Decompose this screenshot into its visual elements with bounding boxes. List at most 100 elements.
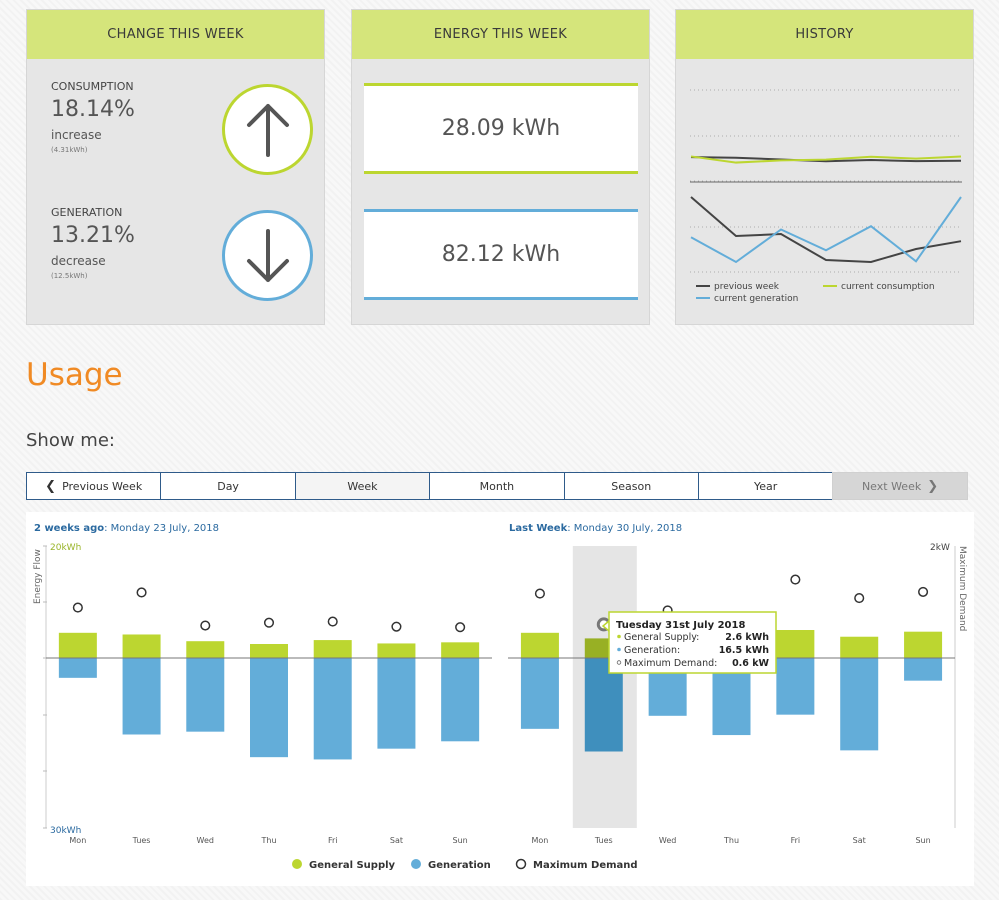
usage-legend: General Supply Generation Maximum Demand xyxy=(292,858,638,871)
x-tick-label: Tues xyxy=(132,836,151,845)
group1-colon: : xyxy=(104,523,111,534)
bar-generation[interactable] xyxy=(520,658,559,729)
chevron-right-icon: ❯ xyxy=(927,478,939,494)
bar-general-supply[interactable] xyxy=(377,643,416,658)
generation-direction: decrease xyxy=(51,254,106,268)
period-tabs: ❮ Previous Week Day Week Month Season Ye… xyxy=(26,472,974,500)
y-left-axis-title: Energy Flow xyxy=(33,549,43,604)
point-max-demand[interactable] xyxy=(854,593,865,604)
tab-day[interactable]: Day xyxy=(160,472,296,500)
point-max-demand[interactable] xyxy=(200,620,211,631)
usage-chart-panel: 2 weeks ago: Monday 23 July, 2018 Last W… xyxy=(26,512,974,886)
show-me-label: Show me: xyxy=(26,430,115,451)
bar-generation[interactable] xyxy=(441,658,480,742)
group2-colon: : xyxy=(567,523,574,534)
previous-week-button[interactable]: ❮ Previous Week xyxy=(26,472,162,500)
legend-generation-label: current generation xyxy=(714,294,798,304)
point-max-demand[interactable] xyxy=(263,617,275,628)
previous-week-label: Previous Week xyxy=(62,479,143,493)
bar-general-supply[interactable] xyxy=(441,642,480,658)
point-max-demand[interactable] xyxy=(72,602,83,613)
x-tick-label: Mon xyxy=(69,836,86,845)
bar-general-supply[interactable] xyxy=(904,631,943,658)
tooltip-title: Tuesday 31st July 2018 xyxy=(616,620,745,631)
tooltip-generation-value: 16.5 kWh xyxy=(719,645,770,656)
energy-card-title: ENERGY THIS WEEK xyxy=(352,10,649,59)
x-tick-label: Wed xyxy=(659,836,676,845)
tooltip-demand-label: Maximum Demand: xyxy=(624,658,717,669)
tab-month[interactable]: Month xyxy=(429,472,565,500)
bar-general-supply[interactable] xyxy=(186,641,225,658)
point-max-demand[interactable] xyxy=(391,621,402,632)
point-max-demand[interactable] xyxy=(918,586,929,597)
history-card: HISTORY previous week current consumptio… xyxy=(675,9,974,325)
legend-consumption-label: current consumption xyxy=(841,282,935,292)
generation-percent: 13.21% xyxy=(51,223,135,248)
consumption-percent: 18.14% xyxy=(51,97,135,122)
point-max-demand[interactable] xyxy=(136,587,147,598)
consumption-detail: (4.31kWh) xyxy=(51,146,88,154)
history-current-generation-line xyxy=(690,196,962,264)
bar-general-supply[interactable] xyxy=(250,644,288,658)
bar-generation[interactable] xyxy=(58,658,97,678)
legend-generation-label-main: Generation xyxy=(428,860,491,871)
tab-season[interactable]: Season xyxy=(563,472,699,500)
tooltip-generation-label: Generation: xyxy=(624,645,680,656)
legend-max-demand-swatch xyxy=(515,858,527,870)
tooltip-pointer xyxy=(601,620,610,632)
tooltip-dot-generation xyxy=(617,647,621,652)
bar-general-supply[interactable] xyxy=(122,634,161,658)
arrow-up-icon xyxy=(222,84,313,175)
chevron-left-icon: ❮ xyxy=(45,478,57,494)
consumption-metric: CONSUMPTION 18.14% increase (4.31kWh) xyxy=(51,80,135,154)
chart-tooltip: Tuesday 31st July 2018 General Supply: 2… xyxy=(601,611,777,674)
tooltip-demand-value: 0.6 kW xyxy=(732,658,769,669)
x-tick-label: Sun xyxy=(453,836,468,845)
bar-general-supply[interactable] xyxy=(58,632,97,658)
bar-general-supply[interactable] xyxy=(313,640,352,658)
point-max-demand[interactable] xyxy=(455,622,466,633)
svg-text:Last Week: Monday 30 July, 201: Last Week: Monday 30 July, 2018 xyxy=(509,523,682,534)
consumption-label: CONSUMPTION xyxy=(51,80,134,93)
bar-generation[interactable] xyxy=(840,658,879,751)
bar-generation[interactable] xyxy=(776,658,815,715)
bar-generation[interactable] xyxy=(377,658,416,749)
x-tick-label: Mon xyxy=(531,836,548,845)
next-week-button[interactable]: Next Week ❯ xyxy=(832,472,968,500)
bar-generation[interactable] xyxy=(313,658,352,760)
bar-general-supply[interactable] xyxy=(840,636,879,658)
x-tick-label: Fri xyxy=(328,836,338,845)
bar-general-supply[interactable] xyxy=(520,632,559,658)
bar-generation[interactable] xyxy=(186,658,225,732)
generation-detail: (12.5kWh) xyxy=(51,272,88,280)
bar-generation[interactable] xyxy=(250,658,288,758)
bar-generation[interactable] xyxy=(904,658,943,681)
x-tick-label: Thu xyxy=(260,836,276,845)
arrow-down-icon xyxy=(222,210,313,301)
tooltip-dot-supply xyxy=(617,634,621,639)
point-max-demand[interactable] xyxy=(534,588,545,599)
tab-year[interactable]: Year xyxy=(697,472,834,500)
point-max-demand[interactable] xyxy=(327,616,338,627)
history-card-title: HISTORY xyxy=(676,10,973,59)
change-this-week-card: CHANGE THIS WEEK CONSUMPTION 18.14% incr… xyxy=(26,9,325,325)
tab-week[interactable]: Week xyxy=(294,472,431,500)
group1-date: Monday 23 July, 2018 xyxy=(111,523,219,534)
consumption-direction: increase xyxy=(51,128,102,142)
history-mini-chart: previous week current consumption curren… xyxy=(690,89,962,304)
y-right-label: 2kW xyxy=(930,543,950,553)
group2-date: Monday 30 July, 2018 xyxy=(574,523,682,534)
legend-general-supply-swatch xyxy=(292,859,302,869)
tooltip-dot-demand xyxy=(616,660,622,665)
x-tick-label: Sat xyxy=(390,836,403,845)
energy-this-week-card: ENERGY THIS WEEK 28.09 kWh 82.12 kWh xyxy=(351,9,650,325)
group1-prefix: 2 weeks ago xyxy=(34,523,104,534)
point-max-demand[interactable] xyxy=(790,574,801,585)
usage-chart: 2 weeks ago: Monday 23 July, 2018 Last W… xyxy=(33,523,967,871)
bar-generation[interactable] xyxy=(122,658,161,735)
history-legend: previous week current consumption curren… xyxy=(696,282,935,304)
legend-generation-swatch-main xyxy=(411,859,421,869)
change-card-title: CHANGE THIS WEEK xyxy=(27,10,324,59)
generation-label: GENERATION xyxy=(51,206,123,219)
bar-general-supply[interactable] xyxy=(776,630,815,658)
